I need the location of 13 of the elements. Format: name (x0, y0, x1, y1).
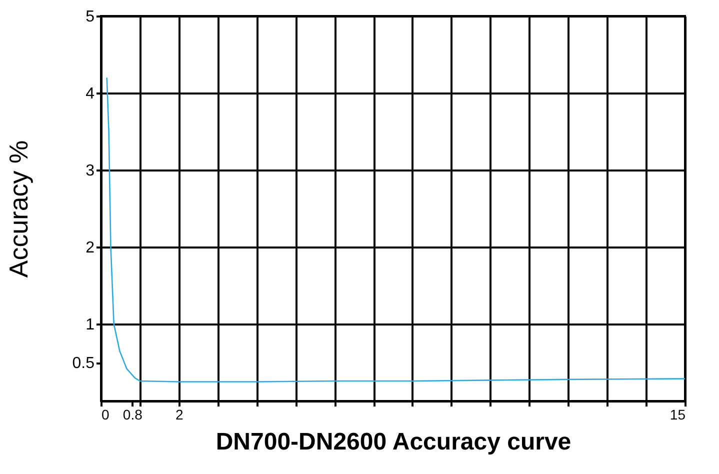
x-tick-label: 0 (102, 406, 110, 422)
x-tick-label: 2 (175, 406, 184, 422)
x-axis-title: DN700-DN2600 Accuracy curve (216, 428, 572, 456)
y-tick-label: 3 (86, 162, 95, 180)
y-tick-label: 1 (86, 316, 95, 334)
line-series (106, 76, 686, 382)
y-tick-label: 4 (86, 86, 95, 102)
y-tick-label: 2 (86, 240, 95, 256)
x-tick-label: 0.8 (122, 406, 143, 422)
y-tick-label: 5 (86, 8, 95, 26)
y-axis-title: Accuracy % (3, 140, 34, 278)
x-tick-label: 15 (670, 406, 686, 422)
y-tick-label: 0.5 (72, 355, 95, 372)
